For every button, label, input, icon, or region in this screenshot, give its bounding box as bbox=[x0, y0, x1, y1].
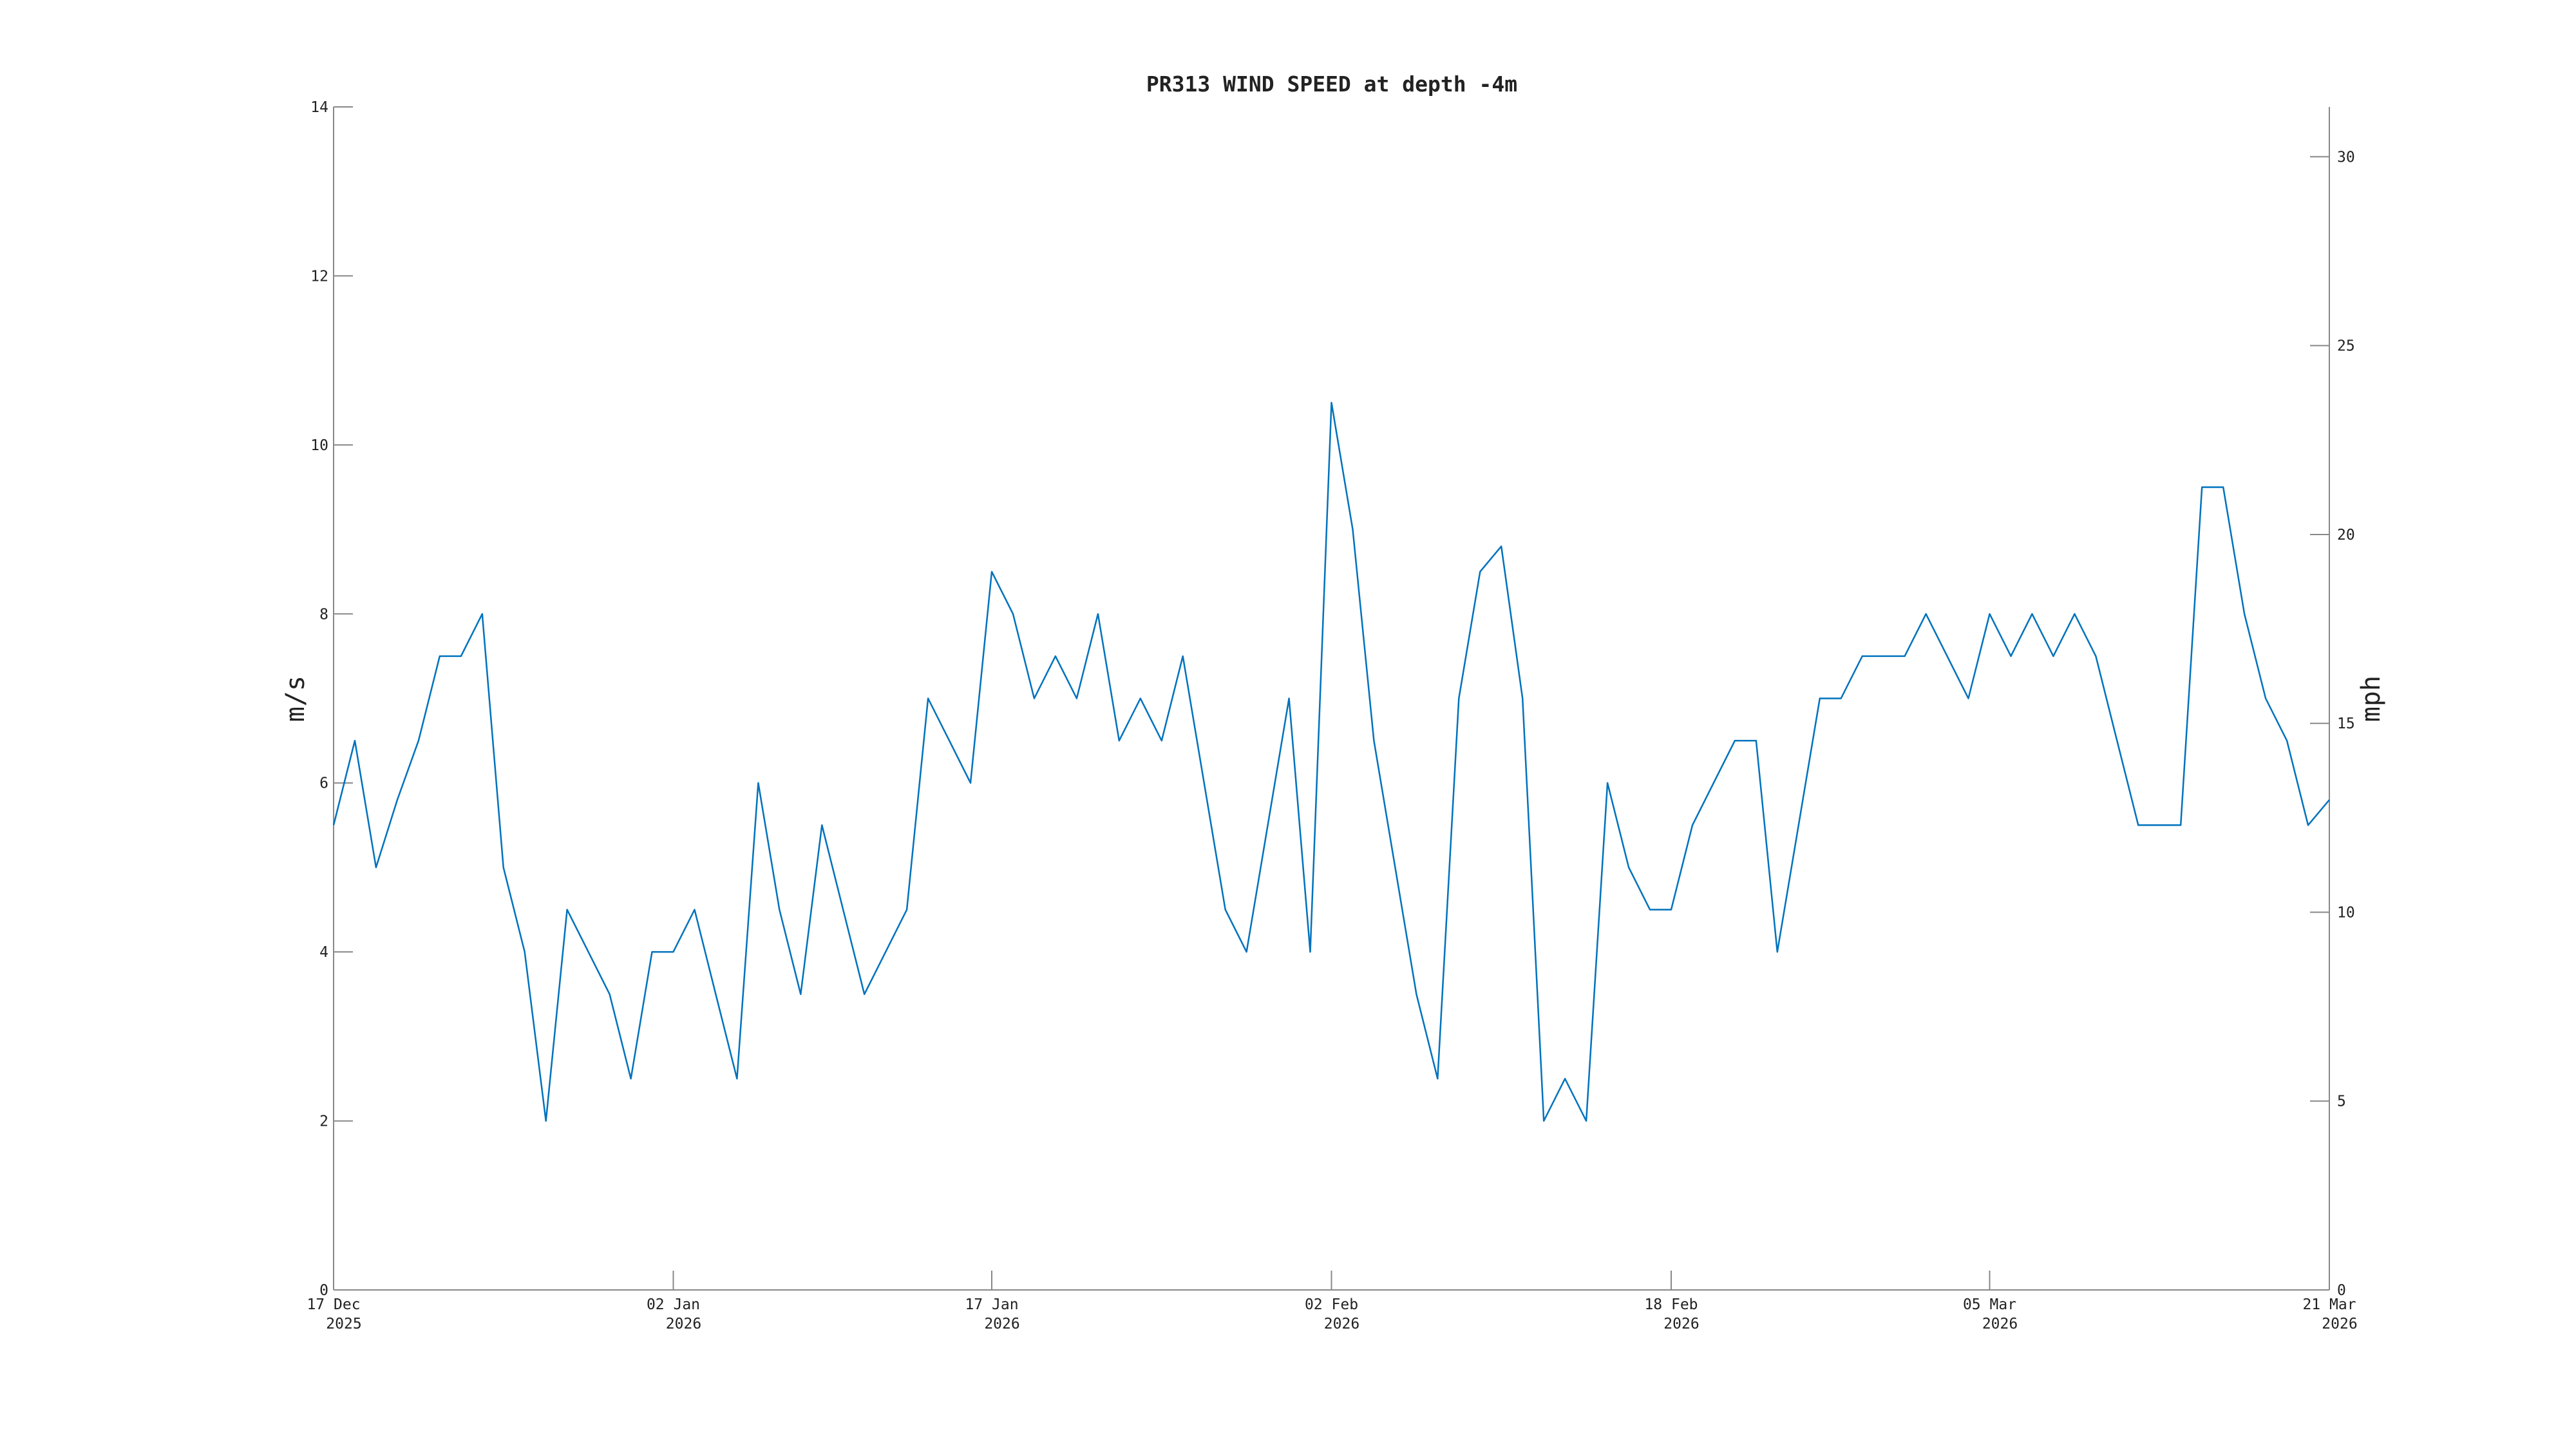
chart-title: PR313 WIND SPEED at depth -4m bbox=[1146, 71, 1517, 97]
x-tick-label: 21 Mar bbox=[2302, 1296, 2356, 1313]
data-line bbox=[332, 402, 2330, 1122]
x-tick-label: 02 Jan bbox=[647, 1296, 700, 1313]
y2-tick-label: 20 bbox=[2337, 527, 2355, 544]
y2-tick-label: 15 bbox=[2337, 715, 2355, 732]
y2-tick-label: 25 bbox=[2337, 338, 2355, 355]
y-tick-label: 12 bbox=[310, 268, 328, 285]
y2-axis-label: mph bbox=[2356, 676, 2386, 722]
x-tick-label: 17 Dec bbox=[307, 1296, 360, 1313]
y-tick-label: 0 bbox=[319, 1282, 328, 1299]
y-tick-label: 4 bbox=[319, 944, 328, 961]
y-tick-label: 10 bbox=[310, 437, 328, 454]
y-tick-label: 14 bbox=[310, 99, 328, 116]
y2-tick-label: 10 bbox=[2337, 904, 2355, 921]
y2-tick-label: 0 bbox=[2337, 1282, 2346, 1299]
x-tick-label: 17 Jan bbox=[965, 1296, 1018, 1313]
y2-tick-label: 5 bbox=[2337, 1094, 2346, 1110]
x-tick-label: 2026 bbox=[2322, 1316, 2357, 1332]
x-tick-label: 02 Feb bbox=[1305, 1296, 1358, 1313]
y-tick-label: 6 bbox=[319, 775, 328, 792]
y-axis-label: m/s bbox=[281, 676, 310, 722]
x-tick-label: 2026 bbox=[1663, 1316, 1699, 1332]
x-tick-label: 2026 bbox=[1324, 1316, 1359, 1332]
y2-tick-label: 30 bbox=[2337, 149, 2355, 166]
x-tick-label: 05 Mar bbox=[1963, 1296, 2016, 1313]
y-tick-label: 2 bbox=[319, 1113, 328, 1130]
x-tick-label: 2026 bbox=[984, 1316, 1019, 1332]
x-tick-label: 2025 bbox=[326, 1316, 361, 1332]
x-tick-label: 18 Feb bbox=[1644, 1296, 1698, 1313]
y-tick-label: 8 bbox=[319, 606, 328, 623]
x-tick-label: 2026 bbox=[1982, 1316, 2018, 1332]
x-tick-label: 2026 bbox=[666, 1316, 701, 1332]
